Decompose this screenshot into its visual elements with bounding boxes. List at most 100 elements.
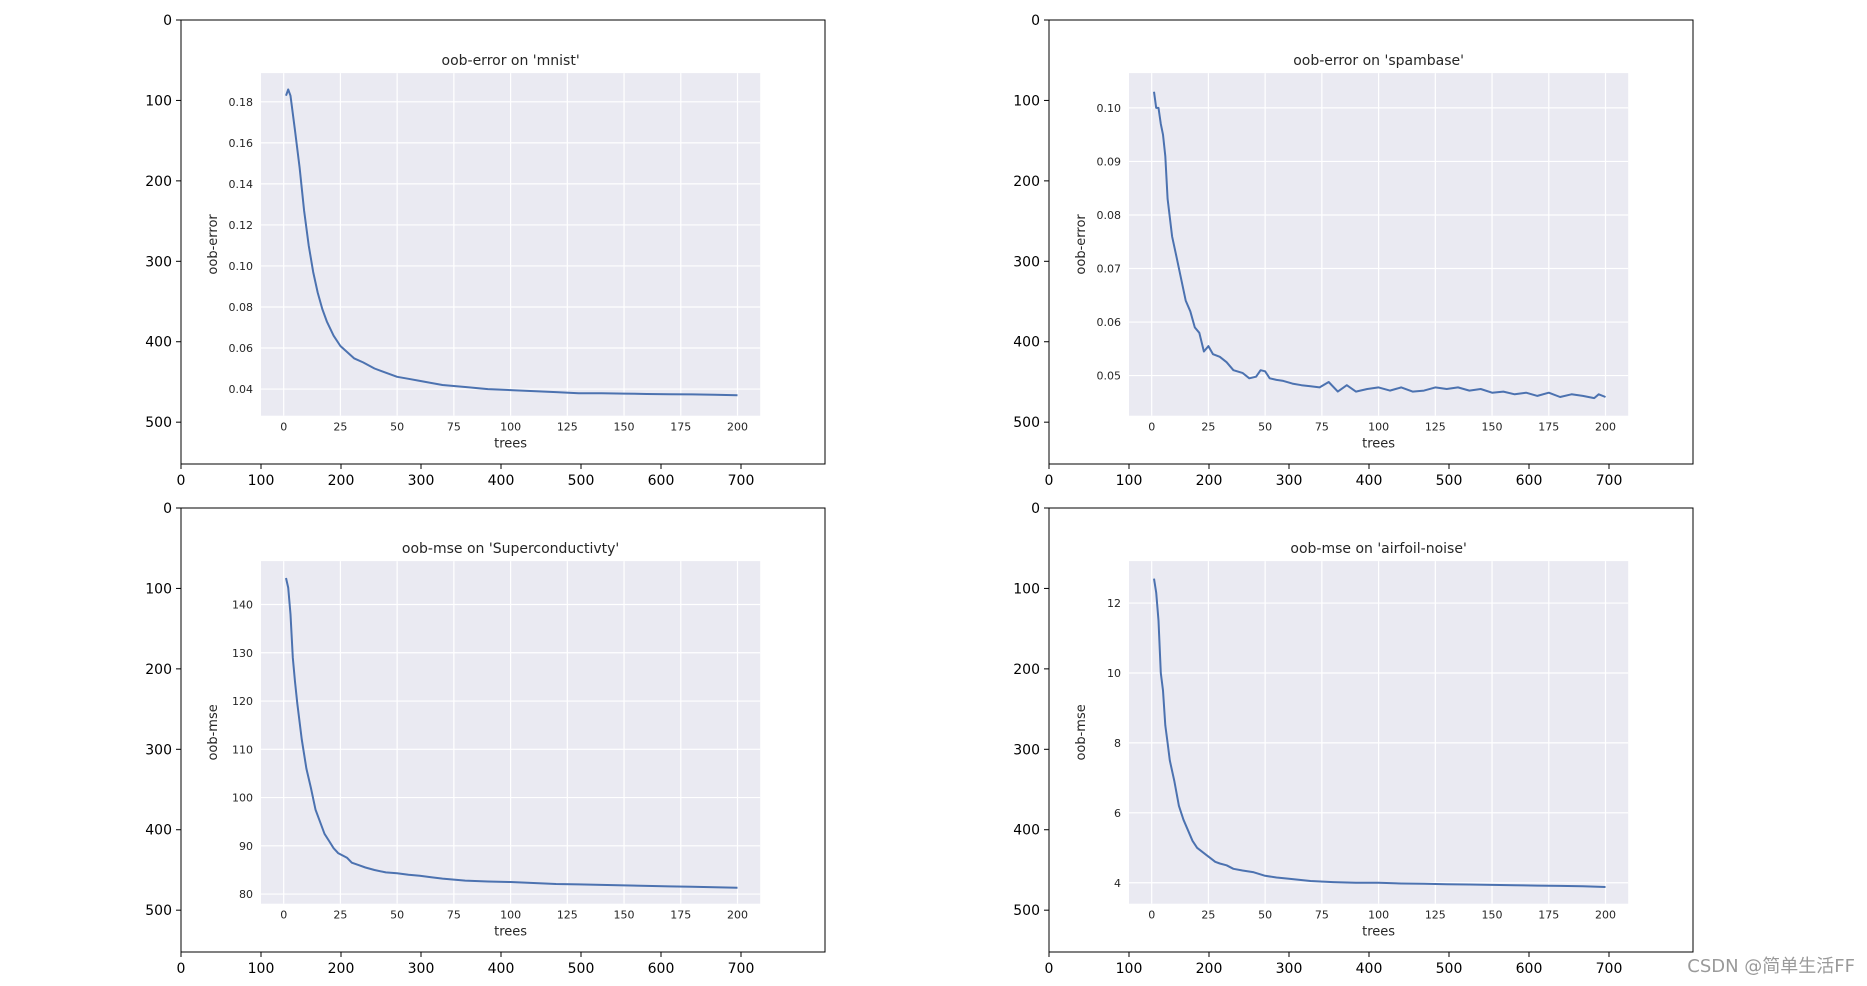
watermark: CSDN @简单生活FF <box>1687 956 1855 977</box>
series-line-0 <box>1153 91 1606 400</box>
y-tick-label: 130 <box>232 647 253 660</box>
outer-y-tick-label: 200 <box>145 174 172 190</box>
outer-y-tick-label: 100 <box>1013 581 1040 597</box>
outer-y-tick-label: 300 <box>1013 742 1040 758</box>
outer-x-tick-label: 300 <box>1276 473 1303 489</box>
y-tick-label: 0.04 <box>229 383 254 396</box>
x-tick-label: 100 <box>500 421 521 434</box>
outer-y-tick-label: 400 <box>145 823 172 839</box>
y-axis-label: oob-mse <box>206 704 221 760</box>
y-tick-label: 0.12 <box>229 219 254 232</box>
outer-x-tick-label: 600 <box>648 961 675 977</box>
outer-x-tick-label: 600 <box>1516 473 1543 489</box>
y-tick-label: 6 <box>1114 807 1121 820</box>
outer-x-tick-label: 100 <box>1116 473 1143 489</box>
outer-x-tick-label: 500 <box>568 473 595 489</box>
y-tick-label: 0.10 <box>229 260 254 273</box>
x-tick-label: 150 <box>614 421 635 434</box>
x-tick-label: 200 <box>727 421 748 434</box>
outer-y-tick-label: 400 <box>1013 823 1040 839</box>
x-tick-label: 150 <box>1482 909 1503 922</box>
outer-x-tick-label: 200 <box>1196 961 1223 977</box>
outer-x-tick-label: 300 <box>408 961 435 977</box>
x-tick-label: 0 <box>280 421 287 434</box>
y-tick-label: 0.09 <box>1097 155 1122 168</box>
y-tick-label: 10 <box>1107 667 1121 680</box>
x-axis-label: trees <box>1362 437 1395 452</box>
y-tick-label: 0.06 <box>229 342 254 355</box>
x-tick-label: 50 <box>1258 421 1272 434</box>
chart-panel-0: 0 100 200 300 400 500 600 700 0 100 200 300 400 500 0 2… <box>145 13 826 489</box>
outer-x-tick-label: 0 <box>177 961 186 977</box>
x-tick-label: 0 <box>280 909 287 922</box>
x-tick-label: 125 <box>557 909 578 922</box>
x-tick-label: 50 <box>390 421 404 434</box>
outer-x-tick-label: 500 <box>568 961 595 977</box>
outer-x-tick-label: 500 <box>1436 473 1463 489</box>
outer-y-tick-label: 100 <box>145 581 172 597</box>
outer-y-tick-label: 200 <box>1013 662 1040 678</box>
outer-x-tick-label: 0 <box>1045 961 1054 977</box>
x-tick-label: 150 <box>1482 421 1503 434</box>
x-axis-label: trees <box>1362 925 1395 940</box>
outer-y-tick-label: 200 <box>1013 174 1040 190</box>
y-tick-label: 0.10 <box>1097 102 1122 115</box>
y-axis-label: oob-error <box>1074 214 1089 275</box>
outer-x-tick-label: 700 <box>728 961 755 977</box>
x-tick-label: 150 <box>614 909 635 922</box>
outer-x-tick-label: 400 <box>1356 961 1383 977</box>
y-tick-label: 8 <box>1114 737 1121 750</box>
series-line-0 <box>1153 578 1606 888</box>
outer-x-tick-label: 200 <box>328 473 355 489</box>
x-tick-label: 175 <box>1538 909 1559 922</box>
outer-x-tick-label: 500 <box>1436 961 1463 977</box>
y-tick-label: 120 <box>232 695 253 708</box>
outer-y-tick-label: 400 <box>1013 335 1040 351</box>
y-tick-label: 0.06 <box>1097 316 1122 329</box>
y-tick-label: 100 <box>232 792 253 805</box>
series-line-0 <box>285 88 738 397</box>
chart-title: oob-error on 'spambase' <box>1293 53 1464 69</box>
x-tick-label: 175 <box>670 421 691 434</box>
series-line-0 <box>285 577 738 889</box>
x-tick-label: 100 <box>1368 909 1389 922</box>
y-tick-label: 140 <box>232 599 253 612</box>
outer-x-tick-label: 0 <box>177 473 186 489</box>
y-tick-label: 0.18 <box>229 96 254 109</box>
y-tick-label: 4 <box>1114 877 1121 890</box>
outer-x-tick-label: 300 <box>408 473 435 489</box>
outer-y-tick-label: 300 <box>1013 254 1040 270</box>
x-tick-label: 0 <box>1148 421 1155 434</box>
x-tick-label: 200 <box>1595 421 1616 434</box>
y-tick-label: 0.07 <box>1097 263 1122 276</box>
outer-y-tick-label: 0 <box>163 501 172 517</box>
x-tick-label: 200 <box>1595 909 1616 922</box>
y-axis-label: oob-error <box>206 214 221 275</box>
outer-y-tick-label: 500 <box>145 415 172 431</box>
outer-y-tick-label: 300 <box>145 254 172 270</box>
outer-x-tick-label: 700 <box>1596 961 1623 977</box>
x-tick-label: 200 <box>727 909 748 922</box>
outer-y-tick-label: 500 <box>1013 415 1040 431</box>
outer-y-tick-label: 100 <box>145 93 172 109</box>
outer-x-tick-label: 600 <box>1516 961 1543 977</box>
outer-x-tick-label: 100 <box>248 473 275 489</box>
x-tick-label: 25 <box>1201 421 1215 434</box>
outer-x-tick-label: 700 <box>1596 473 1623 489</box>
chart-title: oob-mse on 'airfoil-noise' <box>1290 541 1466 557</box>
outer-y-tick-label: 200 <box>145 662 172 678</box>
outer-y-tick-label: 100 <box>1013 93 1040 109</box>
y-axis-label: oob-mse <box>1074 704 1089 760</box>
chart-panel-3: 0 100 200 300 400 500 600 700 0 100 200 300 400 500 0 2… <box>1013 501 1694 977</box>
outer-y-tick-label: 0 <box>163 13 172 29</box>
outer-y-tick-label: 400 <box>145 335 172 351</box>
x-tick-label: 25 <box>333 909 347 922</box>
outer-x-tick-label: 0 <box>1045 473 1054 489</box>
x-tick-label: 50 <box>390 909 404 922</box>
y-tick-label: 0.16 <box>229 137 254 150</box>
y-tick-label: 12 <box>1107 597 1121 610</box>
outer-x-tick-label: 400 <box>488 473 515 489</box>
x-tick-label: 75 <box>447 421 461 434</box>
y-tick-label: 90 <box>239 840 253 853</box>
